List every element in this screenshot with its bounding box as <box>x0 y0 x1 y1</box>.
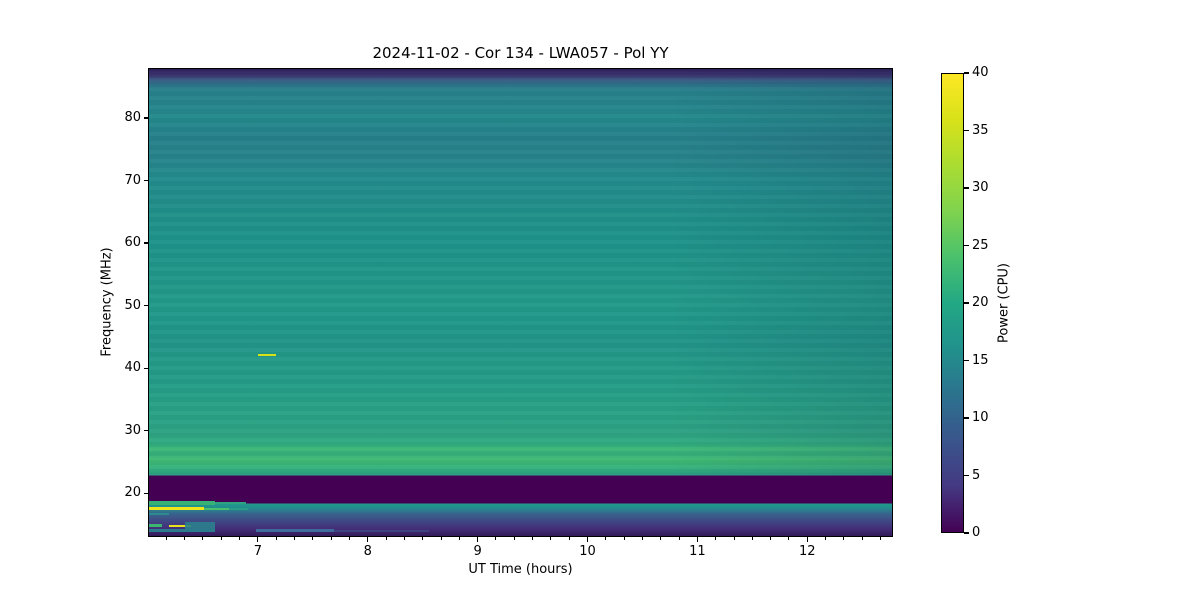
x-minor-tick <box>458 537 460 540</box>
colorbar-tick-label: 5 <box>972 467 981 483</box>
x-minor-tick <box>312 537 314 540</box>
x-tick-label: 10 <box>579 544 596 559</box>
colorbar-tick <box>964 187 969 189</box>
x-minor-tick <box>788 537 790 540</box>
x-minor-tick <box>165 537 167 540</box>
x-minor-tick <box>715 537 717 540</box>
x-minor-tick <box>861 537 863 540</box>
x-minor-tick <box>880 537 882 540</box>
x-minor-tick <box>330 537 332 540</box>
x-minor-tick <box>403 537 405 540</box>
colorbar-tick-label: 20 <box>972 295 989 310</box>
x-major-tick <box>367 537 369 542</box>
x-minor-tick <box>184 537 186 540</box>
colorbar-tick <box>964 417 969 419</box>
y-major-tick <box>143 242 148 244</box>
x-minor-tick <box>220 537 222 540</box>
colorbar-tick <box>964 72 969 74</box>
spectrogram-heatmap <box>148 68 893 537</box>
x-major-tick <box>806 537 808 542</box>
y-tick-label: 20 <box>124 485 141 501</box>
x-major-tick <box>477 537 479 542</box>
x-tick-label: 11 <box>689 544 706 559</box>
x-minor-tick <box>568 537 570 540</box>
feature-green-row-18.5mhz <box>149 501 215 505</box>
feature-rfi-line-17.6mhz-green <box>203 507 230 511</box>
x-minor-tick <box>843 537 845 540</box>
y-tick-label: 40 <box>124 360 141 376</box>
x-minor-tick <box>660 537 662 540</box>
x-minor-tick <box>422 537 424 540</box>
colorbar-tick <box>964 532 969 534</box>
y-tick-label: 30 <box>124 422 141 438</box>
x-tick-label: 7 <box>253 544 263 559</box>
colorbar-tick <box>964 359 969 362</box>
y-major-tick <box>143 492 148 494</box>
x-minor-tick <box>294 537 295 540</box>
feature-green-row-18.5mhz-ext <box>214 501 246 505</box>
y-tick-label: 80 <box>124 110 141 126</box>
colorbar-tick-label: 0 <box>972 525 981 540</box>
x-minor-tick <box>605 537 607 540</box>
colorbar-tick-label: 35 <box>972 122 989 138</box>
colorbar-tick-label: 30 <box>972 180 989 195</box>
y-tick-label: 50 <box>124 297 141 313</box>
x-minor-tick <box>532 537 534 540</box>
colorbar-tick-label: 40 <box>972 65 989 80</box>
x-minor-tick <box>348 537 350 540</box>
x-minor-tick <box>440 537 442 540</box>
y-major-tick <box>143 179 148 182</box>
colorbar-gradient <box>941 73 964 533</box>
x-minor-tick <box>770 537 772 540</box>
x-minor-tick <box>641 537 643 540</box>
x-minor-tick <box>751 537 753 540</box>
feature-teal-row-14.2mhz <box>149 528 215 533</box>
x-axis-label: UT Time (hours) <box>468 562 573 577</box>
x-minor-tick <box>513 537 515 540</box>
colorbar-tick <box>964 244 969 247</box>
colorbar-tick-label: 10 <box>972 410 989 425</box>
x-minor-tick <box>202 537 204 540</box>
y-major-tick <box>143 367 148 369</box>
colorbar-tick-label: 25 <box>972 237 989 253</box>
feature-teal-seg-16.8mhz <box>149 512 169 516</box>
feature-blue-streak-14.2mhz <box>255 529 334 533</box>
x-minor-tick <box>495 537 497 540</box>
x-major-tick <box>586 537 589 542</box>
feature-blue-streak-14.2mhz-fade <box>333 529 430 533</box>
feature-transient-dash-42mhz <box>257 353 277 357</box>
x-minor-tick <box>678 537 680 540</box>
x-minor-tick <box>733 537 735 540</box>
x-minor-tick <box>385 537 387 540</box>
x-tick-label: 12 <box>799 544 816 559</box>
x-major-tick <box>696 537 698 542</box>
colorbar-tick <box>964 474 969 477</box>
feature-rfi-line-17.6mhz-teal <box>229 507 248 511</box>
heatmap-banding-texture <box>149 69 892 476</box>
y-major-tick <box>143 117 148 119</box>
colorbar-tick-label: 15 <box>972 352 989 368</box>
y-tick-label: 60 <box>124 235 141 251</box>
y-tick-label: 70 <box>124 172 141 188</box>
x-minor-tick <box>275 537 277 540</box>
colorbar-tick <box>964 129 969 132</box>
y-major-tick <box>143 305 148 307</box>
feature-rfi-line-15mhz-yellow <box>168 524 191 528</box>
x-minor-tick <box>825 537 827 540</box>
feature-rfi-line-17.6mhz-yellow <box>149 507 204 511</box>
x-minor-tick <box>550 537 552 540</box>
x-tick-label: 8 <box>363 544 372 559</box>
colorbar-label: Power (CPU) <box>996 262 1012 344</box>
y-major-tick <box>143 430 148 432</box>
x-tick-label: 9 <box>473 544 482 559</box>
feature-teal-band-15mhz <box>185 521 215 529</box>
colorbar-tick <box>964 302 969 304</box>
feature-green-seg-15mhz <box>149 524 163 528</box>
x-minor-tick <box>623 537 625 540</box>
chart-title: 2024-11-02 - Cor 134 - LWA057 - Pol YY <box>372 44 669 62</box>
x-major-tick <box>257 537 259 542</box>
x-minor-tick <box>239 537 241 540</box>
